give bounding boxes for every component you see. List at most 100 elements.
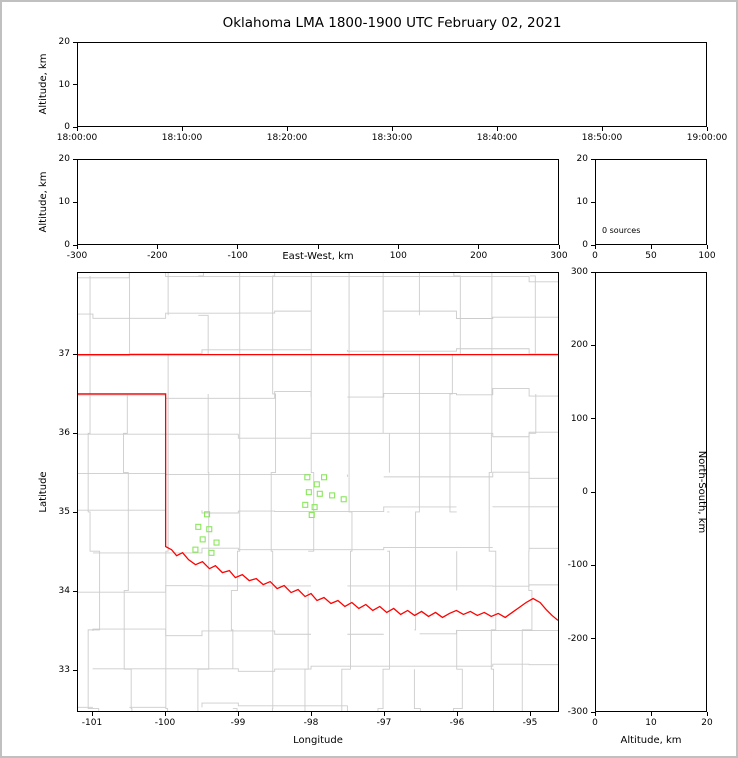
lma-station-marker [192, 546, 199, 553]
lma-station-marker [204, 511, 211, 518]
lma-station-marker [313, 481, 320, 488]
x-tick-mark [391, 127, 393, 131]
y-tick-mark [73, 432, 77, 434]
x-tick-label: 100 [389, 251, 407, 261]
x-tick-label: -100 [227, 251, 248, 261]
x-tick-mark [397, 245, 399, 249]
x-tick-mark [594, 712, 596, 716]
y-tick-mark [73, 511, 77, 513]
x-tick-mark [237, 712, 239, 716]
y-tick-mark [591, 711, 595, 713]
y-tick-label: 10 [58, 197, 70, 207]
x-tick-mark [310, 712, 312, 716]
y-tick-label: 33 [58, 665, 70, 675]
oklahoma-map [78, 273, 558, 711]
y-tick-mark [591, 564, 595, 566]
x-tick-mark [594, 245, 596, 249]
lma-station-marker [305, 489, 312, 496]
lma-station-marker [206, 526, 213, 533]
x-tick-mark [383, 712, 385, 716]
x-tick-label: -98 [303, 718, 319, 728]
state-border-south [78, 393, 558, 621]
x-tick-label: 0 [592, 718, 598, 728]
x-tick-label: 19:00:00 [686, 133, 728, 143]
x-tick-mark [237, 245, 239, 249]
ew-panel-xlabel: East-West, km [280, 251, 356, 263]
y-tick-label: 20 [58, 154, 70, 164]
y-tick-label: 37 [58, 349, 70, 359]
y-tick-mark [591, 491, 595, 493]
x-tick-mark [286, 127, 288, 131]
y-tick-label: -100 [567, 560, 588, 571]
x-tick-label: -300 [66, 251, 88, 261]
x-tick-label: 20 [701, 718, 713, 728]
lma-station-marker [329, 492, 336, 499]
y-tick-label: -200 [567, 633, 588, 644]
y-tick-label: 34 [58, 586, 70, 596]
lma-station-marker [304, 474, 311, 481]
y-tick-mark [73, 41, 77, 43]
x-tick-label: -97 [376, 718, 392, 728]
x-tick-label: -95 [522, 718, 538, 728]
county-boundaries [78, 273, 558, 711]
x-tick-mark [706, 245, 708, 249]
northsouth-altitude-panel [595, 272, 707, 712]
y-tick-mark [73, 201, 77, 203]
x-tick-mark [317, 245, 319, 249]
y-tick-label: 20 [576, 154, 588, 164]
x-tick-mark [558, 245, 560, 249]
y-tick-label: 0 [64, 240, 70, 250]
x-tick-label: 18:50:00 [581, 133, 623, 143]
altitude-histogram-panel: 0 sources [595, 159, 707, 245]
lma-station-marker [308, 511, 315, 519]
x-tick-mark [181, 127, 183, 131]
x-tick-mark [164, 712, 166, 716]
y-tick-label: 20 [58, 37, 70, 47]
y-tick-mark [73, 84, 77, 85]
lma-station-marker [199, 536, 206, 543]
y-tick-label: 0 [582, 487, 588, 497]
ns-panel-xlabel: Altitude, km [618, 735, 684, 747]
y-tick-mark [73, 126, 77, 128]
ns-panel-right-label: North-South, km [696, 450, 707, 534]
y-tick-label: 35 [58, 507, 70, 517]
y-tick-mark [73, 590, 77, 592]
x-tick-label: 18:30:00 [371, 133, 413, 143]
y-tick-mark [73, 353, 77, 355]
x-tick-label: -101 [81, 718, 103, 728]
y-tick-label: 10 [576, 197, 588, 207]
x-tick-mark [456, 712, 458, 716]
x-tick-mark [91, 712, 93, 716]
lma-station-marker [311, 504, 318, 511]
x-tick-label: 0 [592, 251, 598, 261]
x-tick-label: -100 [154, 718, 176, 728]
y-tick-label: 200 [570, 340, 588, 351]
x-tick-label: 18:20:00 [266, 133, 308, 143]
x-tick-label: -96 [449, 718, 465, 728]
y-tick-mark [591, 271, 595, 273]
y-tick-mark [591, 158, 595, 160]
y-tick-mark [73, 669, 77, 671]
y-tick-mark [73, 244, 77, 246]
y-tick-mark [591, 418, 595, 420]
y-tick-mark [591, 201, 595, 203]
x-tick-label: 100 [698, 251, 716, 261]
x-tick-label: 18:00:00 [56, 133, 98, 143]
y-tick-mark [591, 244, 595, 246]
x-tick-mark [529, 712, 531, 716]
x-tick-mark [601, 127, 603, 131]
y-tick-label: 10 [58, 79, 70, 90]
eastwest-altitude-panel [77, 159, 559, 245]
x-tick-mark [156, 245, 158, 249]
y-tick-mark [591, 344, 595, 346]
lma-station-marker [208, 549, 215, 556]
x-tick-mark [76, 245, 78, 249]
y-tick-label: -300 [567, 707, 588, 717]
figure-title: Oklahoma LMA 1800-1900 UTC February 02, … [222, 15, 562, 31]
y-tick-label: 36 [58, 428, 70, 438]
x-tick-mark [650, 245, 652, 249]
source-count-annotation: 0 sources [602, 226, 641, 235]
map-xlabel: Longitude [291, 735, 345, 747]
x-tick-label: 18:10:00 [161, 133, 203, 143]
